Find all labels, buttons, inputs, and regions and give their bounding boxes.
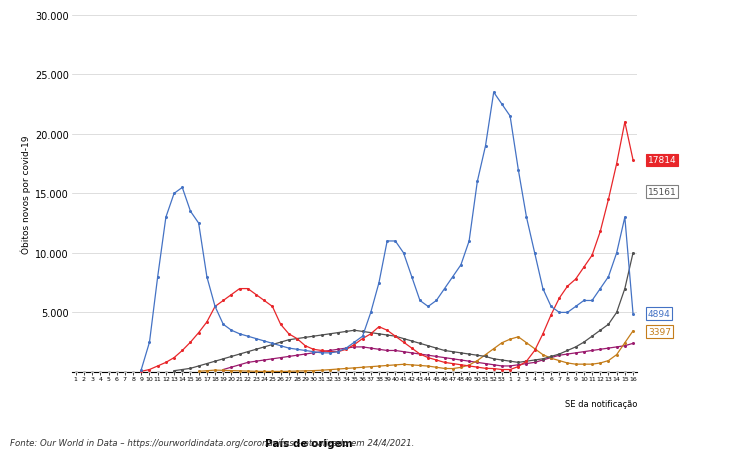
Text: 15161: 15161 bbox=[648, 188, 676, 197]
Text: 4894: 4894 bbox=[648, 309, 670, 318]
Y-axis label: Óbitos novos por covid-19: Óbitos novos por covid-19 bbox=[20, 135, 31, 253]
Text: 3397: 3397 bbox=[648, 327, 671, 336]
Text: 17814: 17814 bbox=[648, 156, 676, 165]
Text: SE da notificação: SE da notificação bbox=[565, 399, 637, 408]
Legend: Brasil, Colombia, Colômbia, EUA, Índia, Polônia: Brasil, Colombia, Colômbia, EUA, Índia, … bbox=[146, 434, 473, 451]
Text: Fonte: Our World in Data – https://ourworldindata.org/coronavirus – atualizado e: Fonte: Our World in Data – https://ourwo… bbox=[10, 438, 414, 447]
